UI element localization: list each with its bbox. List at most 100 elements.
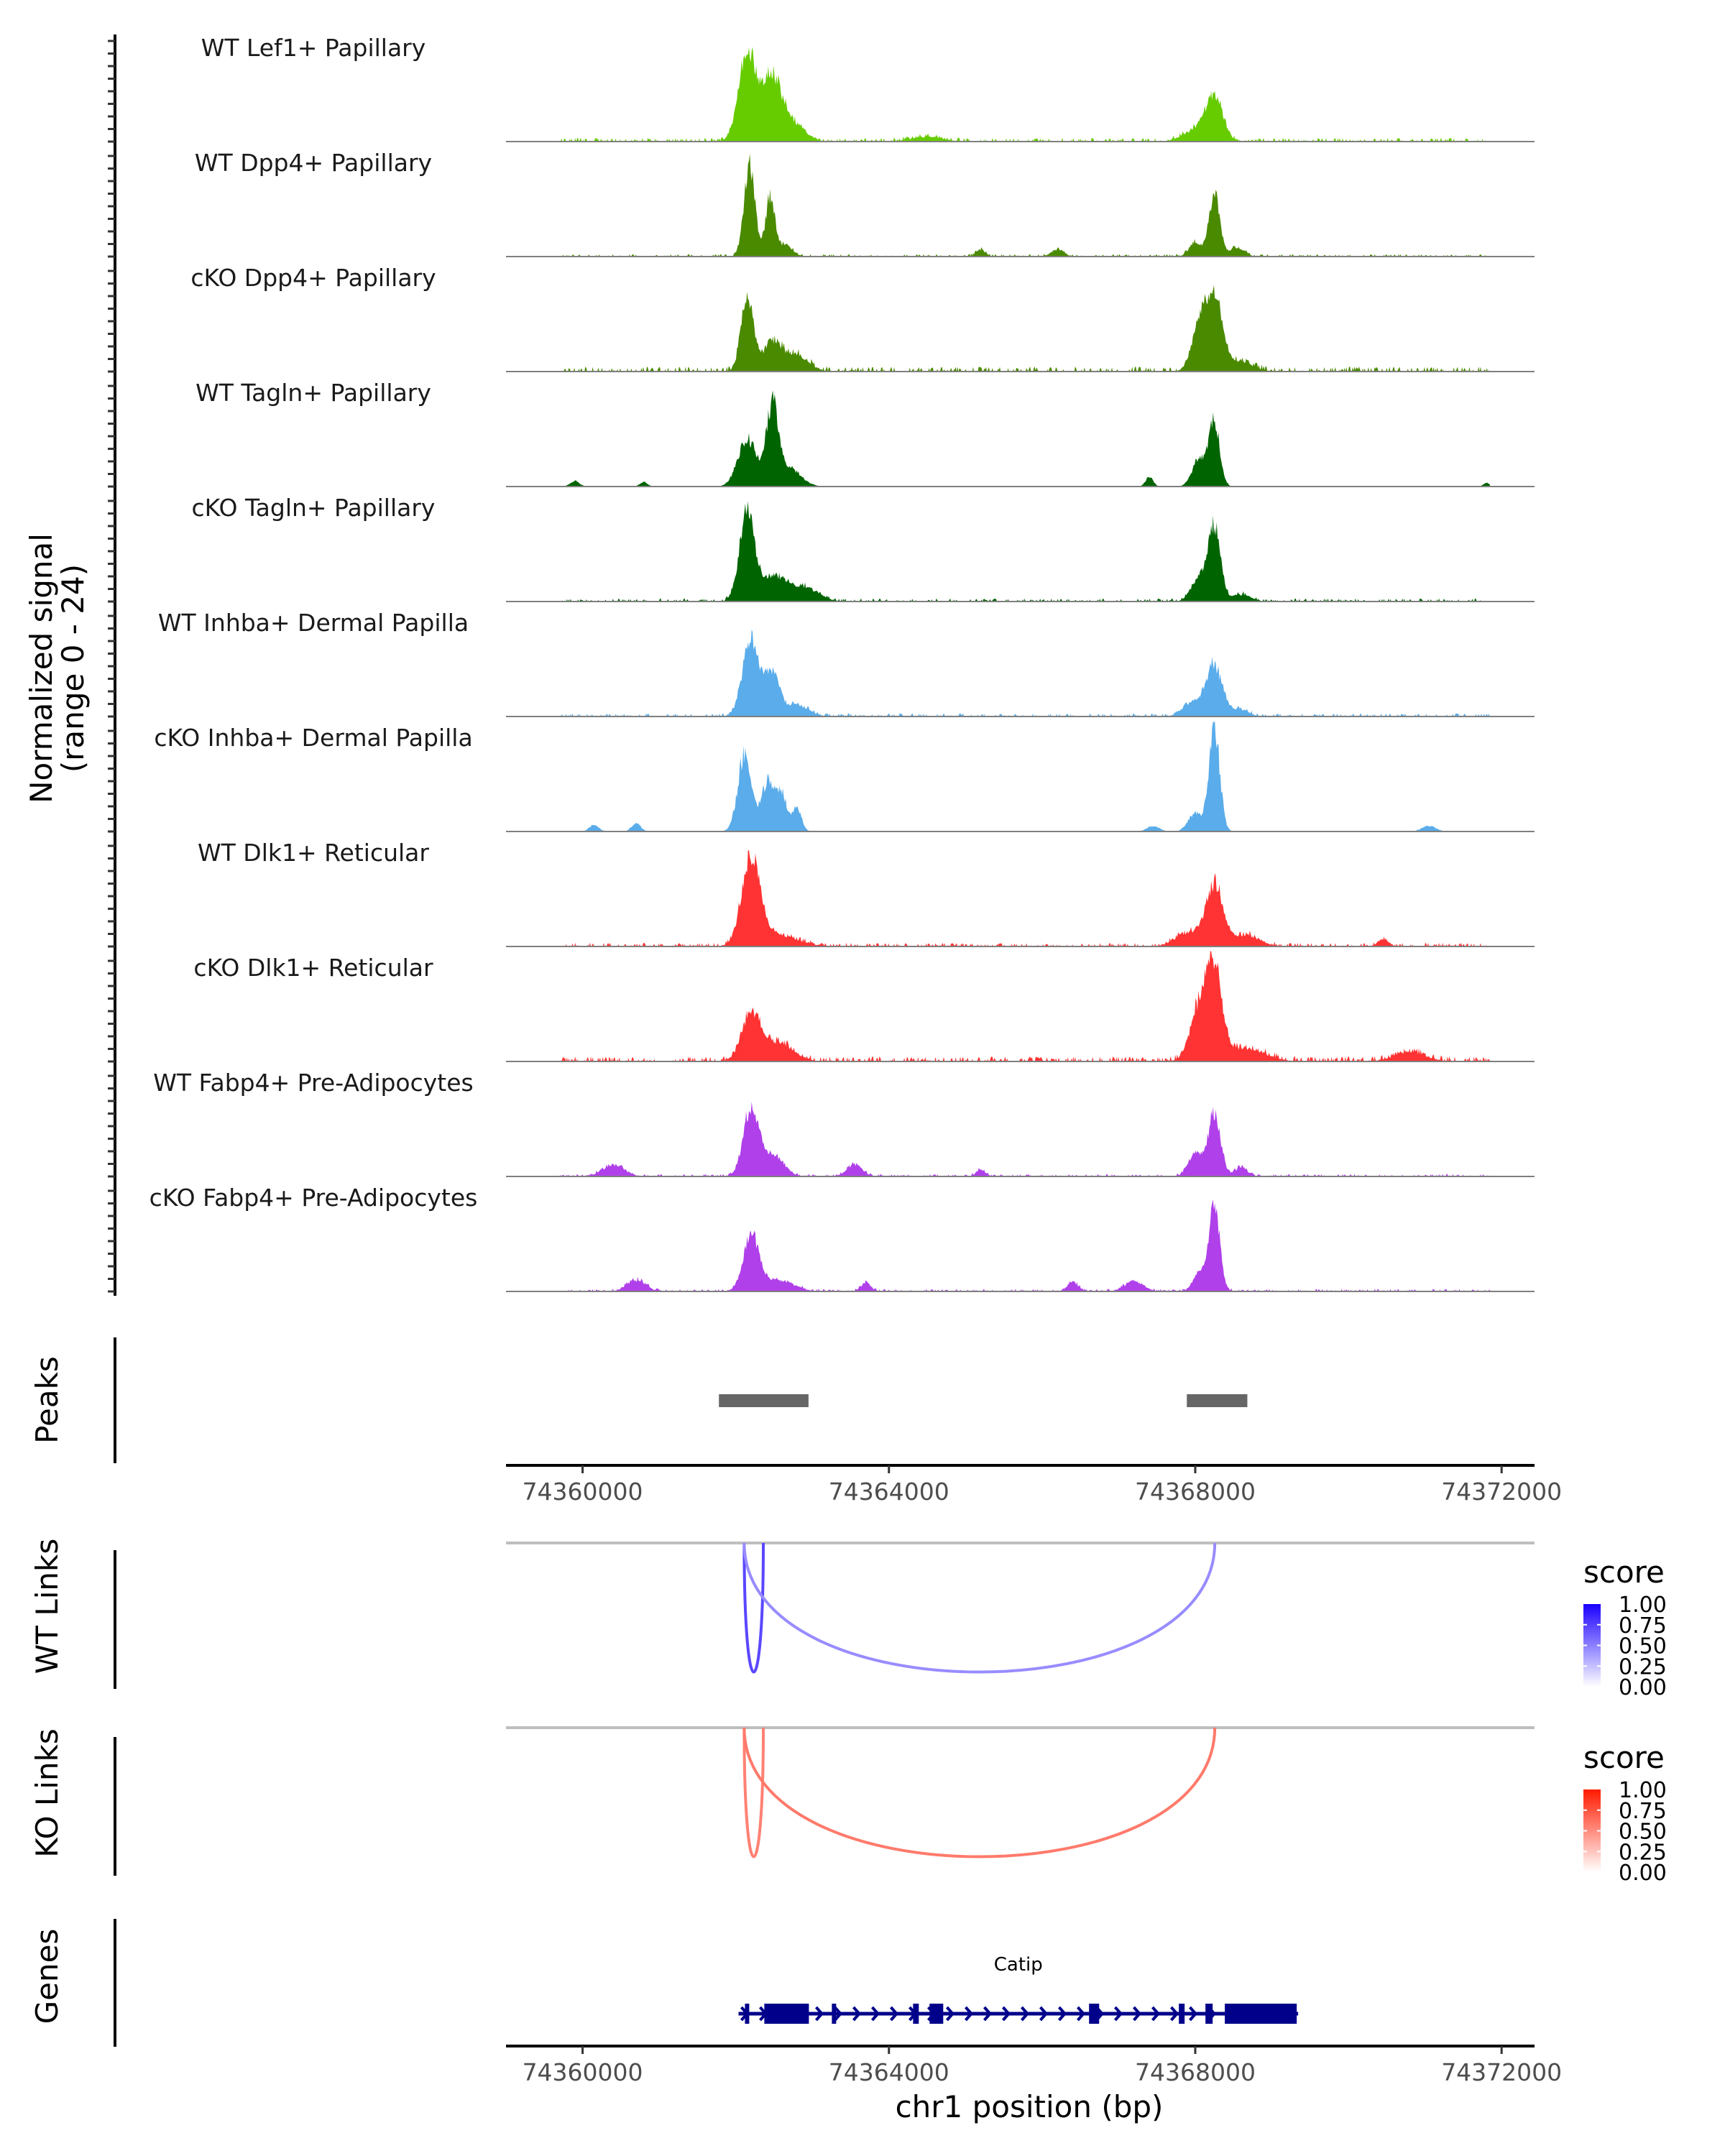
track-signal-area (559, 285, 1491, 372)
track-3: cKO Dpp4+ Papillary (190, 264, 1535, 372)
y-axis-title-line2: (range 0 - 24) (55, 564, 91, 773)
genes-track: Catip (738, 1954, 1299, 2024)
peaks-panel-label: Peaks (29, 1356, 65, 1444)
x-axis-genes: 74360000 74364000 74368000 74372000 (506, 2045, 1562, 2086)
legend-label: 1.00 (1619, 1593, 1667, 1618)
strand-arrow-icon (1151, 2006, 1161, 2022)
gene-exon (832, 2004, 837, 2024)
track-signal-area (559, 47, 1491, 142)
legend-title: score (1583, 1740, 1665, 1775)
gene-label: Catip (994, 1954, 1043, 1976)
strand-arrow-icon (852, 2006, 862, 2022)
track-7: cKO Inhba+ Dermal Papilla (154, 721, 1535, 832)
track-label: WT Fabp4+ Pre-Adipocytes (153, 1069, 473, 1097)
link-arc (742, 1727, 1217, 1858)
track-signal-area (559, 1199, 1491, 1291)
track-label: WT Inhba+ Dermal Papilla (158, 609, 469, 637)
score-legend-1: score 1.000.750.500.250.00 (1583, 1554, 1667, 1700)
track-11: cKO Fabp4+ Pre-Adipocytes (150, 1184, 1535, 1292)
peaks-track (719, 1394, 1248, 1407)
track-signal-area (559, 153, 1491, 257)
y-axis-title-line1: Normalized signal (24, 533, 59, 803)
track-signal-area (559, 629, 1491, 717)
links-panel-2 (506, 1726, 1535, 1858)
ko-links-panel-label: KO Links (29, 1728, 65, 1858)
track-label: WT Dlk1+ Reticular (198, 839, 429, 867)
wt-links-panel-label: WT Links (29, 1539, 65, 1674)
legend-label: 0.00 (1619, 1675, 1667, 1700)
track-label: cKO Dlk1+ Reticular (193, 954, 433, 982)
x-tick-label: 74360000 (523, 2058, 643, 2086)
score-legends: score1.000.750.500.250.00score1.000.750.… (1583, 1554, 1667, 1886)
gene-exon (1205, 2004, 1213, 2024)
track-signal-area (559, 390, 1491, 487)
legend-label: 0.25 (1619, 1654, 1667, 1680)
track-9: cKO Dlk1+ Reticular (193, 951, 1535, 1062)
x-tick-label: 74372000 (1441, 2058, 1562, 2086)
track-label: cKO Fabp4+ Pre-Adipocytes (150, 1184, 478, 1212)
gene-exon (1179, 2004, 1185, 2024)
strand-arrow-icon (814, 2006, 824, 2022)
strand-arrow-icon (983, 2006, 993, 2022)
track-label: cKO Dpp4+ Papillary (190, 264, 436, 292)
links-panel-1 (506, 1542, 1535, 1674)
strand-arrow-icon (1001, 2006, 1011, 2022)
x-tick-label: 74364000 (829, 1478, 949, 1506)
gene-exon (1089, 2004, 1100, 2024)
strand-arrow-icon (889, 2006, 899, 2022)
gene-exon (913, 2004, 919, 2024)
gene-exon (764, 2004, 809, 2024)
x-tick-label: 74360000 (523, 1478, 643, 1506)
strand-arrow-icon (1169, 2006, 1179, 2022)
track-signal-area (559, 1101, 1491, 1176)
x-tick-label: 74368000 (1135, 2058, 1256, 2086)
peak-region (719, 1394, 809, 1407)
strand-arrow-icon (1057, 2006, 1067, 2022)
strand-arrow-icon (1188, 2006, 1198, 2022)
x-tick-label: 74368000 (1135, 1478, 1256, 1506)
score-legend-2: score 1.000.750.500.250.00 (1583, 1740, 1667, 1886)
strand-arrow-icon (1113, 2006, 1123, 2022)
genes-panel-label: Genes (29, 1929, 65, 2024)
track-signal-area (559, 849, 1491, 946)
legend-label: 0.75 (1619, 1799, 1667, 1824)
link-arc (742, 1727, 765, 1858)
strand-arrow-icon (1132, 2006, 1142, 2022)
strand-arrow-icon (833, 2006, 843, 2022)
strand-arrow-icon (964, 2006, 974, 2022)
track-2: WT Dpp4+ Papillary (195, 149, 1535, 257)
track-signal-area (559, 951, 1491, 1061)
x-tick-label: 74364000 (829, 2058, 949, 2086)
legend-label: 0.25 (1619, 1840, 1667, 1865)
legend-label: 0.50 (1619, 1820, 1667, 1845)
track-6: WT Inhba+ Dermal Papilla (158, 609, 1535, 717)
track-label: cKO Inhba+ Dermal Papilla (154, 724, 472, 752)
x-axis-peaks: 74360000 74364000 74368000 74372000 (506, 1464, 1562, 1506)
peak-region (1187, 1394, 1248, 1407)
strand-arrow-icon (870, 2006, 880, 2022)
gene-catip: Catip (738, 1954, 1299, 2024)
strand-arrow-icon (945, 2006, 955, 2022)
signal-tracks: WT Lef1+ Papillary WT Dpp4+ Papillary cKO … (150, 34, 1535, 1292)
legend-label: 1.00 (1619, 1778, 1667, 1803)
track-label: cKO Tagln+ Papillary (192, 494, 436, 522)
signal-y-axis (108, 34, 116, 1296)
gene-exon (745, 2004, 750, 2024)
track-10: WT Fabp4+ Pre-Adipocytes (153, 1069, 1535, 1177)
legend-title: score (1583, 1554, 1665, 1590)
track-signal-area (559, 721, 1491, 831)
track-5: cKO Tagln+ Papillary (192, 494, 1535, 602)
x-tick-label: 74372000 (1441, 1478, 1562, 1506)
gene-exon (929, 2004, 944, 2024)
strand-arrow-icon (1076, 2006, 1086, 2022)
legend-label: 0.00 (1619, 1861, 1667, 1886)
legend-label: 0.75 (1619, 1613, 1667, 1639)
track-signal-area (559, 501, 1491, 602)
gene-exon (1225, 2004, 1297, 2024)
x-axis-title: chr1 position (bp) (896, 2089, 1164, 2124)
legend-label: 0.50 (1619, 1634, 1667, 1659)
y-axis-title: Normalized signal (range 0 - 24) (24, 533, 91, 803)
link-arc (742, 1542, 765, 1674)
track-label: WT Tagln+ Papillary (196, 379, 431, 407)
